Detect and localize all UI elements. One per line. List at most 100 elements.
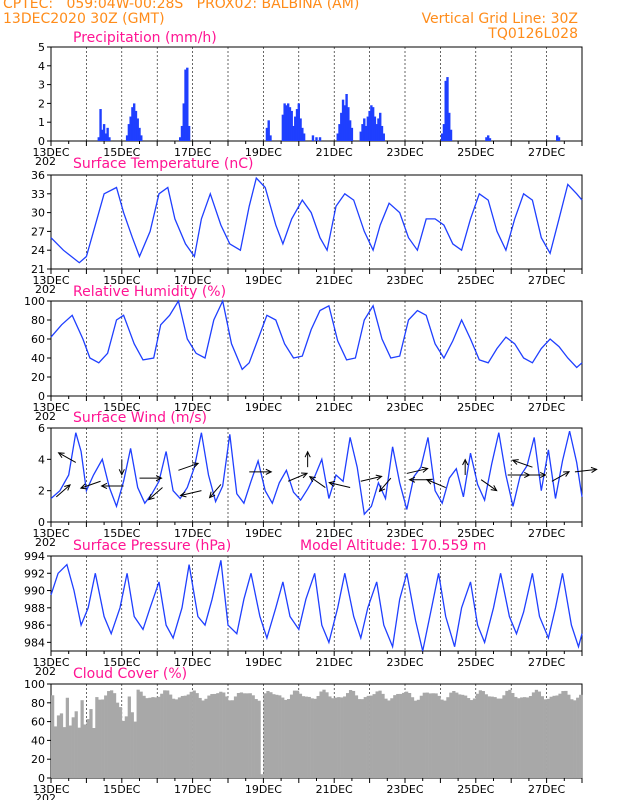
y-tick-label: 5: [38, 41, 45, 54]
cloud-bar: [328, 696, 332, 778]
panel-title: Precipitation (mm/h): [73, 30, 217, 46]
y-tick-label: 40: [31, 734, 45, 747]
wind-arrow-head: [100, 482, 108, 490]
y-tick-label: 40: [31, 352, 45, 365]
header-line2-right: Vertical Grid Line: 30Z: [421, 11, 578, 27]
x-tick-label: 15DEC: [103, 401, 140, 414]
cloud-bar: [340, 697, 344, 778]
x-year-label: 202: [35, 665, 56, 678]
cloud-bar: [216, 693, 220, 778]
cloud-bar: [564, 690, 568, 778]
x-tick-label: 13DEC: [32, 527, 69, 540]
cloud-bar: [419, 695, 423, 778]
wind-arrow-head: [192, 462, 200, 469]
cloud-bar: [413, 700, 418, 778]
cloud-bar: [201, 700, 205, 778]
cloud-bar: [112, 693, 117, 778]
wind-arrow-head: [208, 491, 216, 499]
y-tick-label: 1: [38, 116, 45, 129]
cloud-bar: [475, 693, 480, 778]
header-line1: CPTEC: 059:04W-00:28S PROX02: BALBINA (A…: [3, 0, 360, 12]
x-tick-label: 17DEC: [174, 656, 211, 669]
cloud-bar: [180, 695, 185, 778]
precip-bar: [290, 110, 293, 141]
x-tick-label: 23DEC: [386, 146, 423, 159]
cloud-bar: [71, 717, 75, 778]
cloud-bar: [115, 702, 120, 778]
precip-bar: [364, 125, 368, 141]
wind-arrow-head: [57, 452, 65, 459]
precip-bar: [265, 127, 269, 141]
cloud-bar: [343, 696, 347, 778]
precip-bar: [129, 116, 132, 141]
precip-bar: [336, 133, 339, 141]
panel-frame: [50, 427, 583, 523]
cloud-bar: [525, 697, 530, 778]
x-tick-label: 19DEC: [245, 783, 282, 796]
cloud-bar: [313, 698, 317, 778]
precip-bar: [446, 77, 449, 141]
cloud-bar: [505, 690, 509, 778]
precip-bar: [449, 129, 453, 141]
precip-bar: [347, 107, 350, 141]
y-tick-label: 0: [38, 516, 45, 529]
cloud-bar: [266, 690, 270, 778]
wind-arrow-head: [590, 466, 598, 473]
y-tick-label: 4: [38, 60, 45, 73]
x-tick-label: 25DEC: [457, 401, 494, 414]
cloud-bar: [523, 697, 527, 778]
x-year-label: 202: [35, 536, 56, 549]
panel-title: Surface Wind (m/s): [73, 410, 207, 426]
precip-bar: [281, 114, 285, 141]
cloud-bar: [248, 693, 252, 778]
x-tick-label: 25DEC: [457, 527, 494, 540]
y-tick-label: 988: [24, 602, 45, 615]
cloud-bar: [487, 696, 491, 778]
panel-title: Relative Humidity (%): [73, 284, 226, 300]
cloud-bar: [222, 692, 226, 778]
cloud-bar: [348, 690, 353, 778]
cloud-bar: [68, 725, 72, 778]
cloud-bar: [83, 724, 87, 778]
precip-bar: [361, 124, 364, 141]
cloud-bar: [508, 689, 512, 778]
cloud-bar: [233, 696, 238, 778]
x-tick-label: 23DEC: [386, 656, 423, 669]
cloud-bar: [558, 693, 562, 778]
cloud-bar: [278, 695, 282, 778]
cloud-bar: [228, 700, 232, 778]
cloud-bar: [372, 694, 376, 778]
cloud-bar: [366, 695, 370, 778]
cloud-bar: [51, 695, 55, 778]
x-tick-label: 25DEC: [457, 146, 494, 159]
y-tick-label: 21: [31, 263, 45, 276]
cloud-bar: [80, 700, 84, 778]
cloud-bar: [301, 696, 305, 778]
cloud-bar: [304, 696, 308, 778]
cloud-bar: [287, 699, 291, 778]
wind-arrow: [406, 468, 428, 474]
cloud-bar: [357, 699, 362, 778]
x-tick-label: 19DEC: [245, 527, 282, 540]
cloud-bar: [154, 697, 158, 778]
panel-frame: [50, 174, 583, 270]
precip-bar: [187, 125, 191, 141]
precip-bar: [182, 103, 185, 141]
y-tick-label: 984: [24, 636, 45, 649]
cloud-bar: [337, 697, 341, 778]
x-tick-label: 17DEC: [174, 527, 211, 540]
precip-bar: [315, 137, 318, 141]
cloud-bar: [104, 695, 108, 778]
precip-bar: [127, 124, 131, 141]
wind-arrow-head: [421, 466, 429, 473]
cloud-bar: [289, 694, 294, 778]
cloud-bar: [446, 697, 450, 778]
y-tick-label: 994: [24, 550, 45, 563]
wind-arrow: [55, 484, 71, 498]
cloud-bar: [210, 694, 214, 778]
precip-bar: [363, 118, 366, 141]
cloud-bar: [225, 696, 229, 778]
cloud-bar: [502, 695, 506, 778]
cloud-bar: [171, 698, 176, 778]
precip-bar: [184, 69, 187, 141]
